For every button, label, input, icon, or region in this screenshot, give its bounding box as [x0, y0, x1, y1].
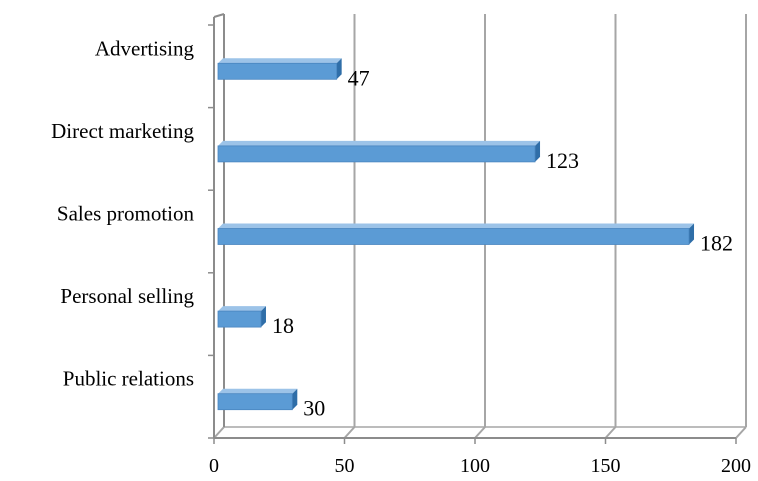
wall-top-edge [213, 13, 225, 18]
gridline-floor-1 [343, 426, 356, 439]
category-label-0: Advertising [95, 36, 195, 60]
bar-4 [217, 388, 298, 411]
x-tick-label-0: 0 [209, 455, 219, 477]
bar-front-face [217, 62, 338, 80]
category-label-2: Sales promotion [57, 202, 195, 226]
bar-front-face [217, 145, 536, 163]
bar-0 [217, 58, 342, 80]
gridline-floor-3 [604, 426, 617, 439]
data-label-4: 30 [303, 396, 325, 421]
data-label-1: 123 [546, 148, 579, 173]
bar-side-face [336, 58, 342, 80]
bar-side-face [260, 306, 266, 328]
bar-1 [217, 140, 541, 163]
bar-front-face [217, 228, 690, 245]
bar-side-face [535, 140, 541, 162]
x-tick-label-4: 200 [721, 455, 751, 477]
category-label-4: Public relations [63, 367, 194, 391]
bar-2 [217, 223, 695, 245]
data-label-3: 18 [272, 313, 294, 338]
gridline-floor-4 [735, 426, 747, 439]
data-label-2: 182 [700, 231, 733, 256]
bar-side-face [292, 388, 298, 410]
bar-top-face [218, 306, 266, 312]
gridline-floor-0 [213, 426, 225, 439]
data-label-0: 47 [348, 65, 370, 90]
x-tick-label-2: 100 [460, 455, 490, 477]
bar-3 [217, 306, 266, 328]
bar-top-face [218, 58, 342, 64]
gridline-floor-2 [474, 426, 486, 439]
bar-front-face [217, 310, 262, 328]
bar-side-face [689, 223, 695, 245]
gridlines [213, 14, 747, 439]
bar-top-face [218, 388, 298, 394]
bar-front-face [217, 393, 293, 411]
category-label-3: Personal selling [60, 284, 194, 308]
bar-top-face [218, 140, 541, 146]
x-tick-label-1: 50 [335, 455, 355, 477]
bar-top-face [218, 223, 695, 229]
bars [217, 58, 695, 411]
axes [208, 13, 746, 444]
labels: 47 Advertising 123 Direct marketing 182 Sales… [51, 36, 751, 477]
x-tick-label-3: 150 [591, 455, 621, 477]
category-label-1: Direct marketing [51, 119, 194, 143]
